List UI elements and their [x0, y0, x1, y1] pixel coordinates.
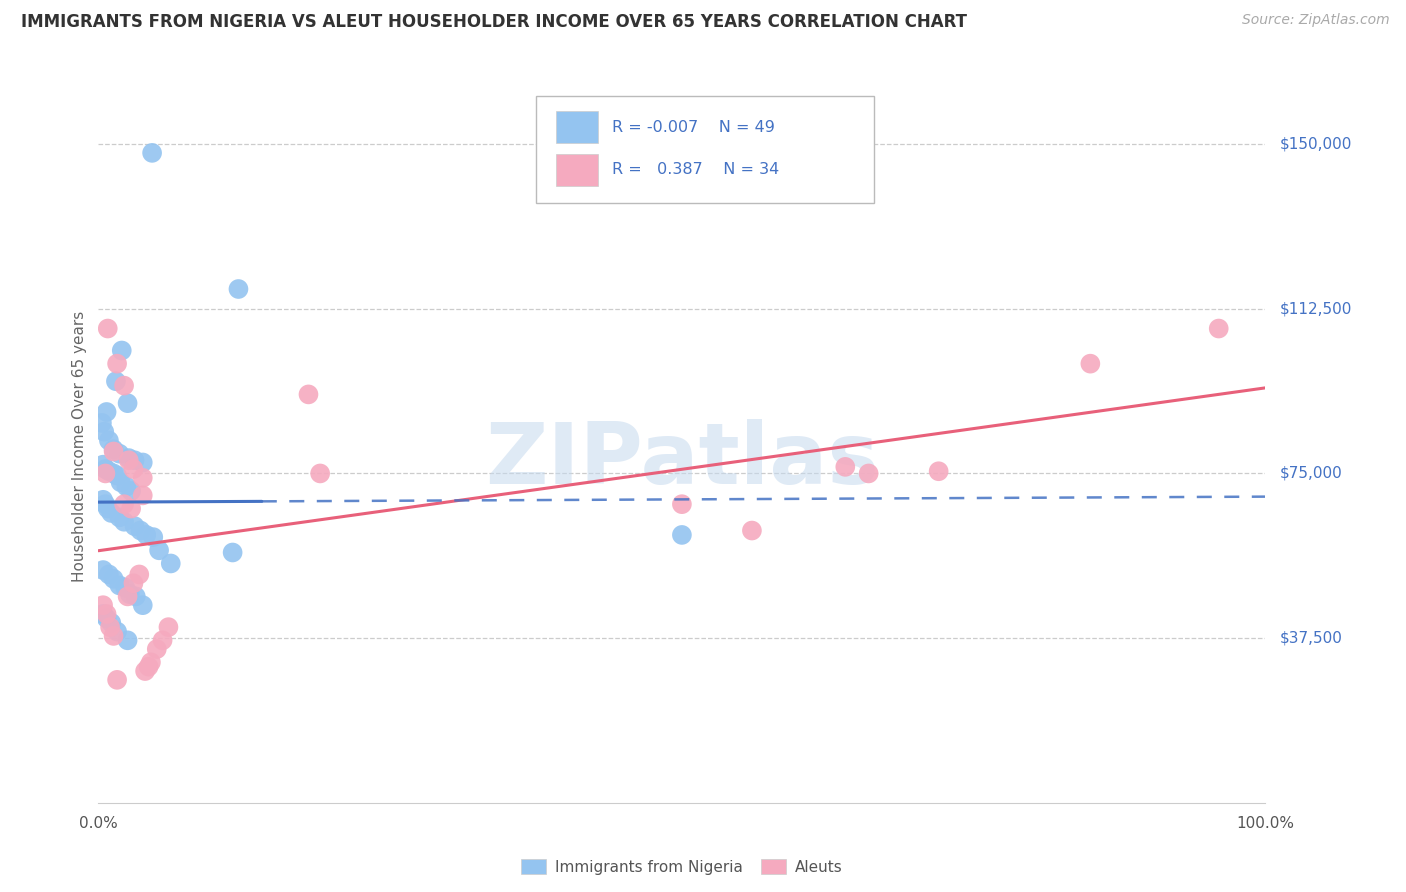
Point: [104, 374, 127, 388]
Text: ZIPatlas: ZIPatlas: [485, 418, 879, 502]
Point: [228, 282, 250, 296]
Point: [132, 455, 155, 469]
Point: [91, 458, 114, 472]
Point: [97, 501, 120, 516]
Point: [103, 572, 125, 586]
Point: [128, 567, 150, 582]
Point: [152, 633, 174, 648]
Point: [112, 497, 135, 511]
Point: [159, 557, 181, 571]
Point: [741, 524, 763, 538]
Point: [148, 543, 170, 558]
Point: [142, 530, 165, 544]
Point: [103, 444, 125, 458]
Text: $75,000: $75,000: [1279, 466, 1343, 481]
Point: [105, 357, 128, 371]
Point: [1080, 357, 1102, 371]
Point: [132, 488, 155, 502]
Point: [297, 387, 319, 401]
Point: [157, 620, 180, 634]
Point: [96, 405, 118, 419]
Legend: Immigrants from Nigeria, Aleuts: Immigrants from Nigeria, Aleuts: [515, 853, 849, 880]
Point: [139, 655, 162, 669]
Point: [110, 475, 132, 490]
Point: [115, 480, 138, 494]
Point: [135, 528, 157, 542]
FancyBboxPatch shape: [555, 153, 598, 186]
Point: [117, 633, 139, 648]
Text: $112,500: $112,500: [1279, 301, 1351, 317]
Point: [122, 462, 145, 476]
Text: Source: ZipAtlas.com: Source: ZipAtlas.com: [1241, 13, 1389, 28]
Point: [97, 567, 120, 582]
Y-axis label: Householder Income Over 65 years: Householder Income Over 65 years: [72, 310, 87, 582]
Point: [125, 590, 148, 604]
Point: [97, 434, 120, 448]
Text: R =   0.387    N = 34: R = 0.387 N = 34: [612, 162, 779, 178]
Text: R = -0.007    N = 49: R = -0.007 N = 49: [612, 120, 775, 135]
Point: [97, 464, 120, 478]
Point: [124, 519, 146, 533]
Point: [858, 467, 880, 481]
Point: [105, 673, 128, 687]
Text: $150,000: $150,000: [1279, 136, 1351, 152]
Point: [91, 598, 114, 612]
Point: [141, 145, 163, 160]
Point: [834, 459, 856, 474]
Text: IMMIGRANTS FROM NIGERIA VS ALEUT HOUSEHOLDER INCOME OVER 65 YEARS CORRELATION CH: IMMIGRANTS FROM NIGERIA VS ALEUT HOUSEHO…: [21, 13, 967, 31]
Point: [103, 467, 125, 481]
Point: [129, 524, 152, 538]
Point: [103, 629, 125, 643]
Point: [112, 378, 135, 392]
Point: [105, 624, 128, 639]
Point: [132, 471, 155, 485]
Point: [90, 416, 112, 430]
Point: [94, 462, 117, 476]
Text: $37,500: $37,500: [1279, 631, 1343, 646]
Point: [134, 664, 156, 678]
Point: [112, 515, 135, 529]
Point: [108, 578, 131, 592]
Point: [100, 615, 122, 630]
Point: [122, 576, 145, 591]
Point: [120, 483, 142, 498]
Point: [91, 492, 114, 507]
Point: [928, 464, 950, 478]
Point: [132, 598, 155, 612]
Point: [120, 501, 142, 516]
Point: [98, 620, 121, 634]
Point: [146, 642, 169, 657]
Point: [105, 468, 128, 483]
Point: [108, 447, 131, 461]
Point: [138, 659, 160, 673]
Point: [124, 453, 146, 467]
Point: [111, 343, 134, 358]
Point: [91, 563, 114, 577]
Point: [118, 587, 141, 601]
Point: [100, 506, 122, 520]
Point: [114, 581, 136, 595]
Point: [108, 510, 131, 524]
Point: [671, 497, 693, 511]
Point: [117, 590, 139, 604]
Point: [96, 611, 118, 625]
Point: [221, 545, 243, 559]
Point: [94, 497, 117, 511]
FancyBboxPatch shape: [555, 111, 598, 143]
Point: [94, 467, 117, 481]
Point: [96, 607, 118, 621]
Point: [97, 321, 120, 335]
Point: [1208, 321, 1230, 335]
Point: [103, 442, 125, 457]
Point: [671, 528, 693, 542]
Point: [93, 425, 115, 439]
Point: [309, 467, 332, 481]
Point: [118, 451, 141, 466]
Point: [91, 607, 114, 621]
FancyBboxPatch shape: [536, 96, 875, 203]
Point: [118, 453, 141, 467]
Point: [117, 396, 139, 410]
